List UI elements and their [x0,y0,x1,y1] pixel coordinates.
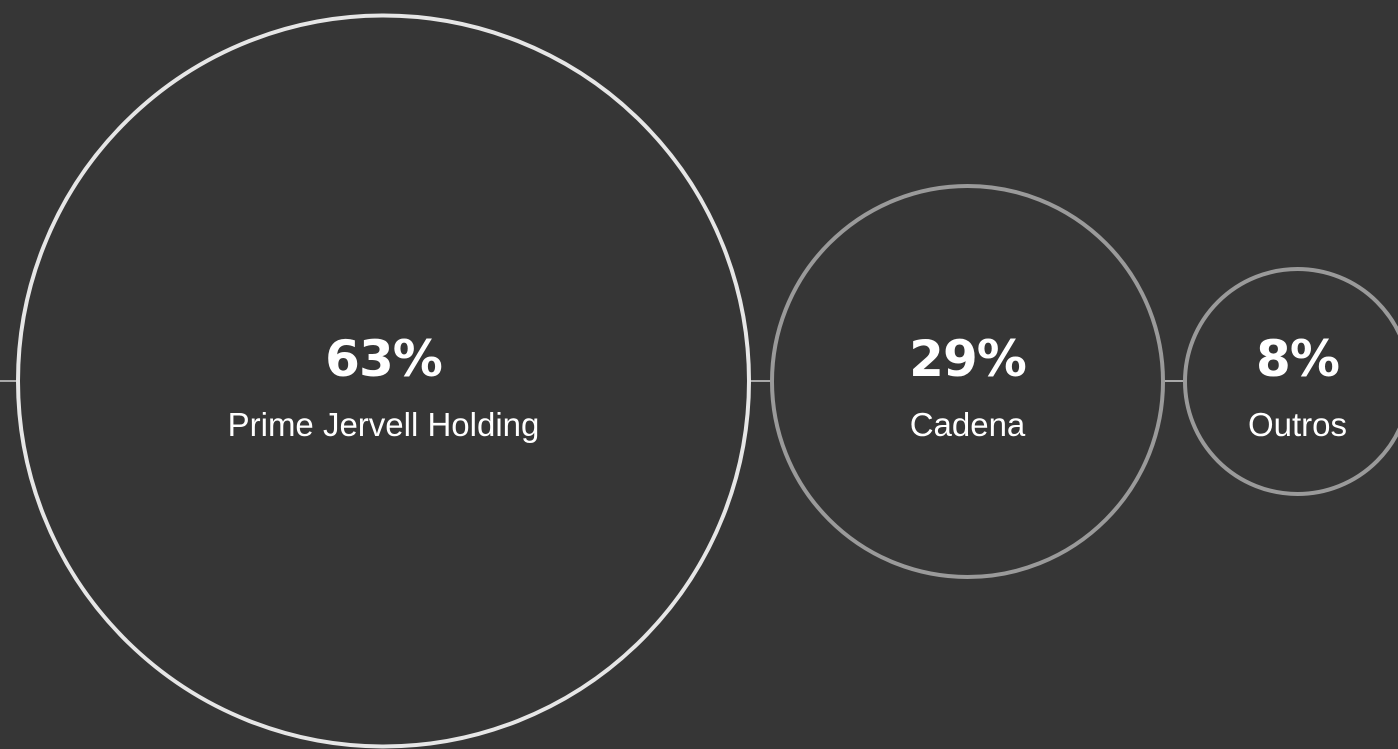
bubble-value-outros: 8% [1256,330,1339,388]
bubble-label-outros: Outros [1248,406,1347,443]
bubble-label-prime: Prime Jervell Holding [228,406,540,443]
bubble-cadena: 29% Cadena [770,184,1165,579]
bubble-prime-jervell-holding: 63% Prime Jervell Holding [16,13,751,749]
bubble-circle-outros [1183,267,1398,496]
bubble-value-cadena: 29% [909,330,1026,388]
bubble-outros: 8% Outros [1183,267,1398,496]
bubble-label-cadena: Cadena [910,406,1026,443]
bubble-value-prime: 63% [325,330,442,388]
bubble-circle-cadena [770,184,1165,579]
bubble-circle-prime [16,13,751,749]
